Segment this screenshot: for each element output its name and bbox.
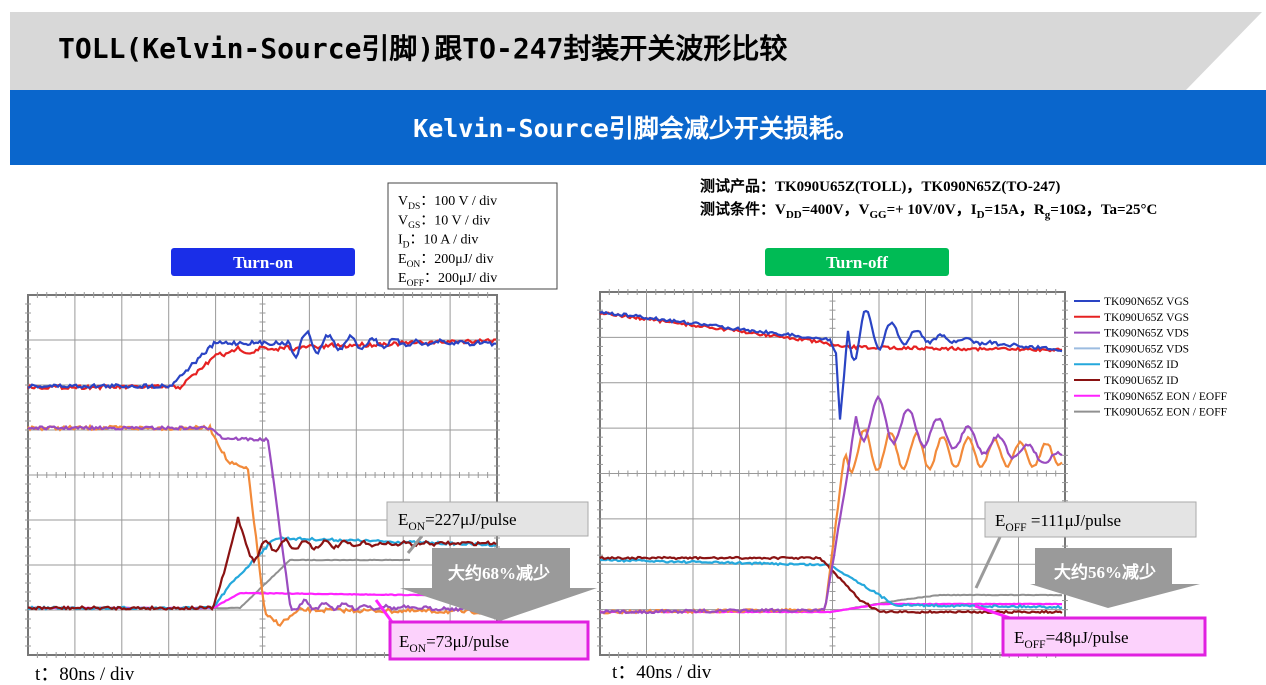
subscript: D <box>403 241 410 251</box>
symbol: I <box>398 233 403 248</box>
legend-label: TK090N65Z VGS <box>1104 296 1189 308</box>
symbol: E <box>398 271 407 286</box>
loss-box <box>388 620 590 661</box>
condition-subscript: DD <box>786 209 802 221</box>
rich-text: VDS：100 V / div <box>398 194 497 212</box>
subscript: GS <box>408 221 420 231</box>
legend-label: TK090U65Z ID <box>1104 375 1178 387</box>
legend-label: TK090N65Z EON / EOFF <box>1104 391 1227 403</box>
test-conditions: 测试条件：VDD=400V，VGG=+ 10V/0V，ID=15A，Rg=10Ω… <box>700 200 1157 221</box>
rich-text: EOFF：200μJ/ div <box>398 271 497 289</box>
waveform <box>27 329 497 390</box>
reduction-arrow <box>1030 548 1200 608</box>
text: ：200μJ/ div <box>420 252 493 267</box>
pointer <box>974 536 1002 589</box>
loss-box <box>984 501 1197 538</box>
rich-text: EON=73μJ/pulse <box>399 632 509 655</box>
text: =73μJ/pulse <box>426 632 509 651</box>
legend-label: TK090U65Z VGS <box>1104 312 1189 324</box>
condition-subscript: g <box>1045 209 1051 221</box>
rich-text: EON：200μJ/ div <box>398 252 494 270</box>
time-scale: t：80ns / div <box>35 664 135 685</box>
condition-text: =10Ω，Ta=25°C <box>1050 202 1157 218</box>
subscript: DS <box>408 202 420 212</box>
turn-on-label: Turn-on <box>233 253 293 272</box>
turn-on-badge <box>171 248 355 276</box>
rich-text: EOFF =111μJ/pulse <box>995 511 1121 534</box>
text: =111μJ/pulse <box>1027 511 1121 530</box>
pointer <box>374 599 394 623</box>
waveform <box>27 424 497 613</box>
time-scale: t：40ns / div <box>612 662 712 683</box>
pointer <box>406 535 424 554</box>
condition-text: 测试条件：V <box>700 200 786 218</box>
banner <box>10 90 1266 165</box>
text: =48μJ/pulse <box>1046 628 1129 647</box>
symbol: V <box>398 194 408 209</box>
text: ：200μJ/ div <box>424 271 497 286</box>
symbol: E <box>1014 628 1024 647</box>
reduction-text: 大约56%减少 <box>1054 562 1156 582</box>
subscript: OFF <box>407 279 424 289</box>
subscript: ON <box>407 260 421 270</box>
turn-off-label: Turn-off <box>826 253 888 272</box>
turn-off-badge <box>765 248 949 276</box>
loss-box <box>386 501 589 537</box>
subscript: ON <box>409 642 426 655</box>
legend-label: TK090U65Z EON / EOFF <box>1104 407 1227 419</box>
scale-box <box>387 182 558 290</box>
text: ：10 V / div <box>420 213 490 228</box>
loss-box <box>1001 616 1207 657</box>
condition-subscript: GG <box>869 209 887 221</box>
pointer <box>974 604 1011 620</box>
header-band <box>10 12 1262 90</box>
symbol: E <box>399 632 409 651</box>
legend-label: TK090N65Z ID <box>1104 359 1178 371</box>
condition-text: =15A，R <box>985 202 1045 218</box>
waveform <box>599 309 1063 420</box>
condition-text: =400V，V <box>802 202 870 218</box>
title: TOLL(Kelvin-Source引脚)跟TO-247封装开关波形比较 <box>58 32 787 65</box>
reduction-arrow <box>400 548 597 621</box>
symbol: E <box>398 252 407 267</box>
symbol: E <box>995 511 1005 530</box>
condition-subscript: D <box>977 209 985 221</box>
subscript: ON <box>408 520 425 533</box>
subscript: OFF <box>1005 521 1026 534</box>
test-product: 测试产品：TK090U65Z(TOLL)，TK090N65Z(TO-247) <box>700 177 1060 195</box>
waveform <box>27 423 497 627</box>
symbol: E <box>398 510 408 529</box>
legend-label: TK090U65Z VDS <box>1104 343 1189 355</box>
rich-text: EON=227μJ/pulse <box>398 510 517 533</box>
rich-text: ID：10 A / div <box>398 233 478 251</box>
text: ：10 A / div <box>410 233 479 248</box>
banner-text: Kelvin-Source引脚会减少开关损耗。 <box>413 114 859 143</box>
reduction-text: 大约68%减少 <box>448 563 550 583</box>
condition-text: =+ 10V/0V，I <box>887 202 977 218</box>
subscript: OFF <box>1024 638 1045 651</box>
rich-text: VGS：10 V / div <box>398 213 490 231</box>
text: =227μJ/pulse <box>425 510 516 529</box>
rich-text: EOFF=48μJ/pulse <box>1014 628 1129 651</box>
legend-label: TK090N65Z VDS <box>1104 328 1189 340</box>
waveform <box>600 395 1063 615</box>
waveforms <box>27 309 1063 627</box>
symbol: V <box>398 213 408 228</box>
legend: TK090N65Z VGS TK090U65Z VGS TK090N65Z VDS T… <box>1074 296 1227 419</box>
text: ：100 V / div <box>420 194 497 209</box>
